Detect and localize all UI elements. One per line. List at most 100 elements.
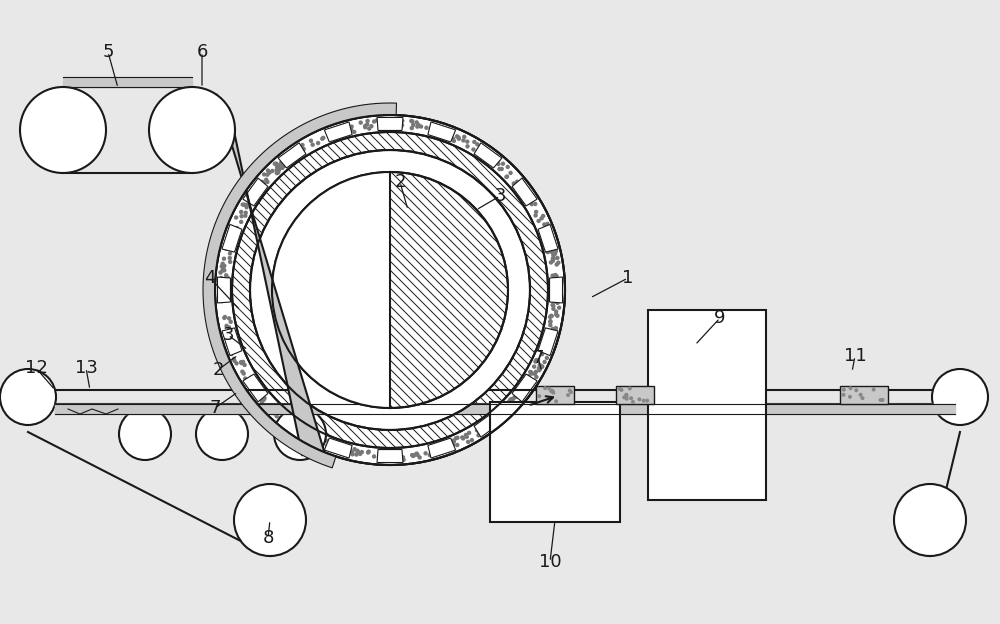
Circle shape (546, 241, 550, 245)
Circle shape (228, 251, 232, 256)
Circle shape (224, 273, 228, 278)
Circle shape (232, 357, 236, 361)
Circle shape (367, 127, 371, 131)
Circle shape (281, 417, 285, 421)
Circle shape (540, 364, 544, 369)
Circle shape (343, 444, 347, 449)
Circle shape (411, 123, 415, 127)
Circle shape (493, 154, 497, 158)
Circle shape (541, 214, 545, 218)
Circle shape (363, 125, 367, 129)
Circle shape (618, 387, 622, 391)
Circle shape (333, 129, 337, 134)
Circle shape (540, 364, 544, 369)
Circle shape (525, 380, 529, 384)
Polygon shape (217, 95, 324, 455)
Circle shape (500, 167, 504, 171)
Circle shape (541, 344, 546, 349)
Circle shape (384, 124, 388, 128)
Circle shape (286, 157, 291, 161)
Circle shape (442, 134, 446, 139)
Circle shape (310, 439, 315, 443)
Circle shape (273, 162, 277, 166)
Circle shape (224, 283, 229, 287)
Circle shape (520, 185, 524, 190)
Circle shape (471, 147, 476, 152)
Circle shape (323, 438, 328, 442)
Circle shape (415, 124, 420, 129)
Circle shape (338, 131, 342, 135)
Circle shape (525, 379, 530, 383)
Circle shape (228, 244, 232, 248)
Circle shape (222, 263, 227, 268)
Text: 8: 8 (262, 529, 274, 547)
Circle shape (365, 119, 370, 123)
Circle shape (298, 147, 303, 151)
Circle shape (549, 335, 554, 339)
Circle shape (447, 136, 452, 140)
Circle shape (545, 222, 550, 226)
Circle shape (219, 294, 223, 298)
Circle shape (229, 241, 233, 245)
Circle shape (543, 386, 547, 390)
Text: 2: 2 (394, 173, 406, 191)
Circle shape (300, 143, 305, 147)
Circle shape (348, 445, 352, 449)
Circle shape (548, 314, 552, 319)
Circle shape (514, 389, 519, 394)
Circle shape (543, 227, 547, 232)
Circle shape (244, 210, 248, 215)
Circle shape (854, 388, 858, 392)
Circle shape (527, 382, 531, 386)
Polygon shape (272, 172, 390, 408)
Circle shape (352, 130, 356, 134)
Circle shape (624, 394, 628, 397)
Circle shape (222, 256, 226, 261)
Circle shape (226, 275, 230, 280)
Circle shape (510, 397, 514, 401)
Circle shape (520, 386, 525, 391)
Circle shape (235, 234, 239, 238)
Circle shape (350, 452, 355, 457)
Circle shape (504, 175, 509, 179)
Circle shape (312, 441, 317, 445)
Circle shape (249, 199, 254, 203)
Circle shape (509, 399, 513, 403)
Circle shape (631, 400, 635, 404)
Circle shape (540, 352, 544, 356)
Circle shape (244, 205, 249, 210)
Circle shape (642, 399, 646, 402)
Circle shape (465, 434, 469, 439)
Circle shape (545, 250, 550, 255)
Circle shape (842, 393, 846, 397)
Circle shape (226, 243, 231, 248)
Circle shape (415, 452, 420, 457)
Circle shape (478, 423, 482, 427)
Circle shape (389, 125, 393, 130)
Circle shape (401, 455, 405, 459)
Circle shape (442, 134, 446, 138)
Circle shape (545, 356, 549, 360)
Circle shape (553, 327, 558, 331)
Circle shape (283, 416, 287, 420)
Circle shape (536, 358, 540, 363)
Circle shape (220, 285, 224, 290)
Circle shape (497, 167, 502, 171)
Circle shape (555, 256, 560, 260)
Circle shape (332, 130, 337, 135)
Circle shape (555, 314, 560, 318)
Circle shape (460, 435, 464, 440)
Circle shape (244, 196, 249, 200)
Circle shape (410, 126, 414, 130)
Circle shape (529, 371, 534, 376)
Circle shape (551, 304, 556, 308)
Circle shape (366, 451, 370, 455)
Circle shape (367, 449, 371, 454)
Circle shape (234, 347, 239, 351)
Circle shape (549, 314, 554, 318)
Circle shape (872, 388, 876, 391)
Circle shape (239, 210, 243, 214)
Circle shape (372, 454, 376, 459)
Circle shape (287, 415, 291, 419)
Circle shape (239, 361, 244, 365)
